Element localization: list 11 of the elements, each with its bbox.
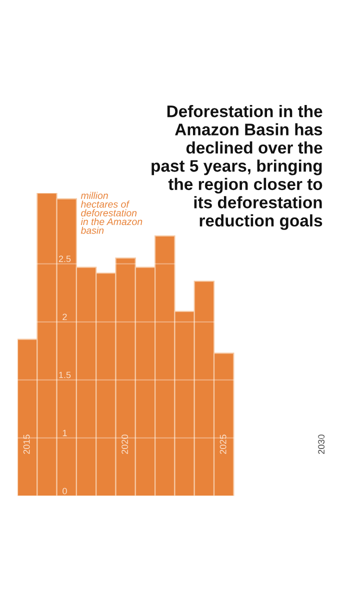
x-tick-label: 2025 bbox=[220, 434, 226, 454]
y-tick-label: 2.5 bbox=[58, 256, 71, 262]
y-tick-label: 1.5 bbox=[59, 372, 71, 378]
y-tick-label: 2 bbox=[62, 314, 67, 320]
x-tick-label: 2030 bbox=[318, 434, 325, 454]
chart-title: Deforestation in the Amazon Basin has declined over the past 5 years, bringing the region closer to its deforestation reduction goals bbox=[152, 105, 322, 230]
x-tick-label: 2020 bbox=[122, 434, 128, 454]
y-axis-title: million hectares of deforestation in the Amazon basin bbox=[80, 192, 142, 234]
y-tick-label: 1 bbox=[62, 430, 67, 436]
y-tick-label: 0 bbox=[62, 488, 67, 494]
x-tick-label: 2015 bbox=[23, 434, 30, 454]
